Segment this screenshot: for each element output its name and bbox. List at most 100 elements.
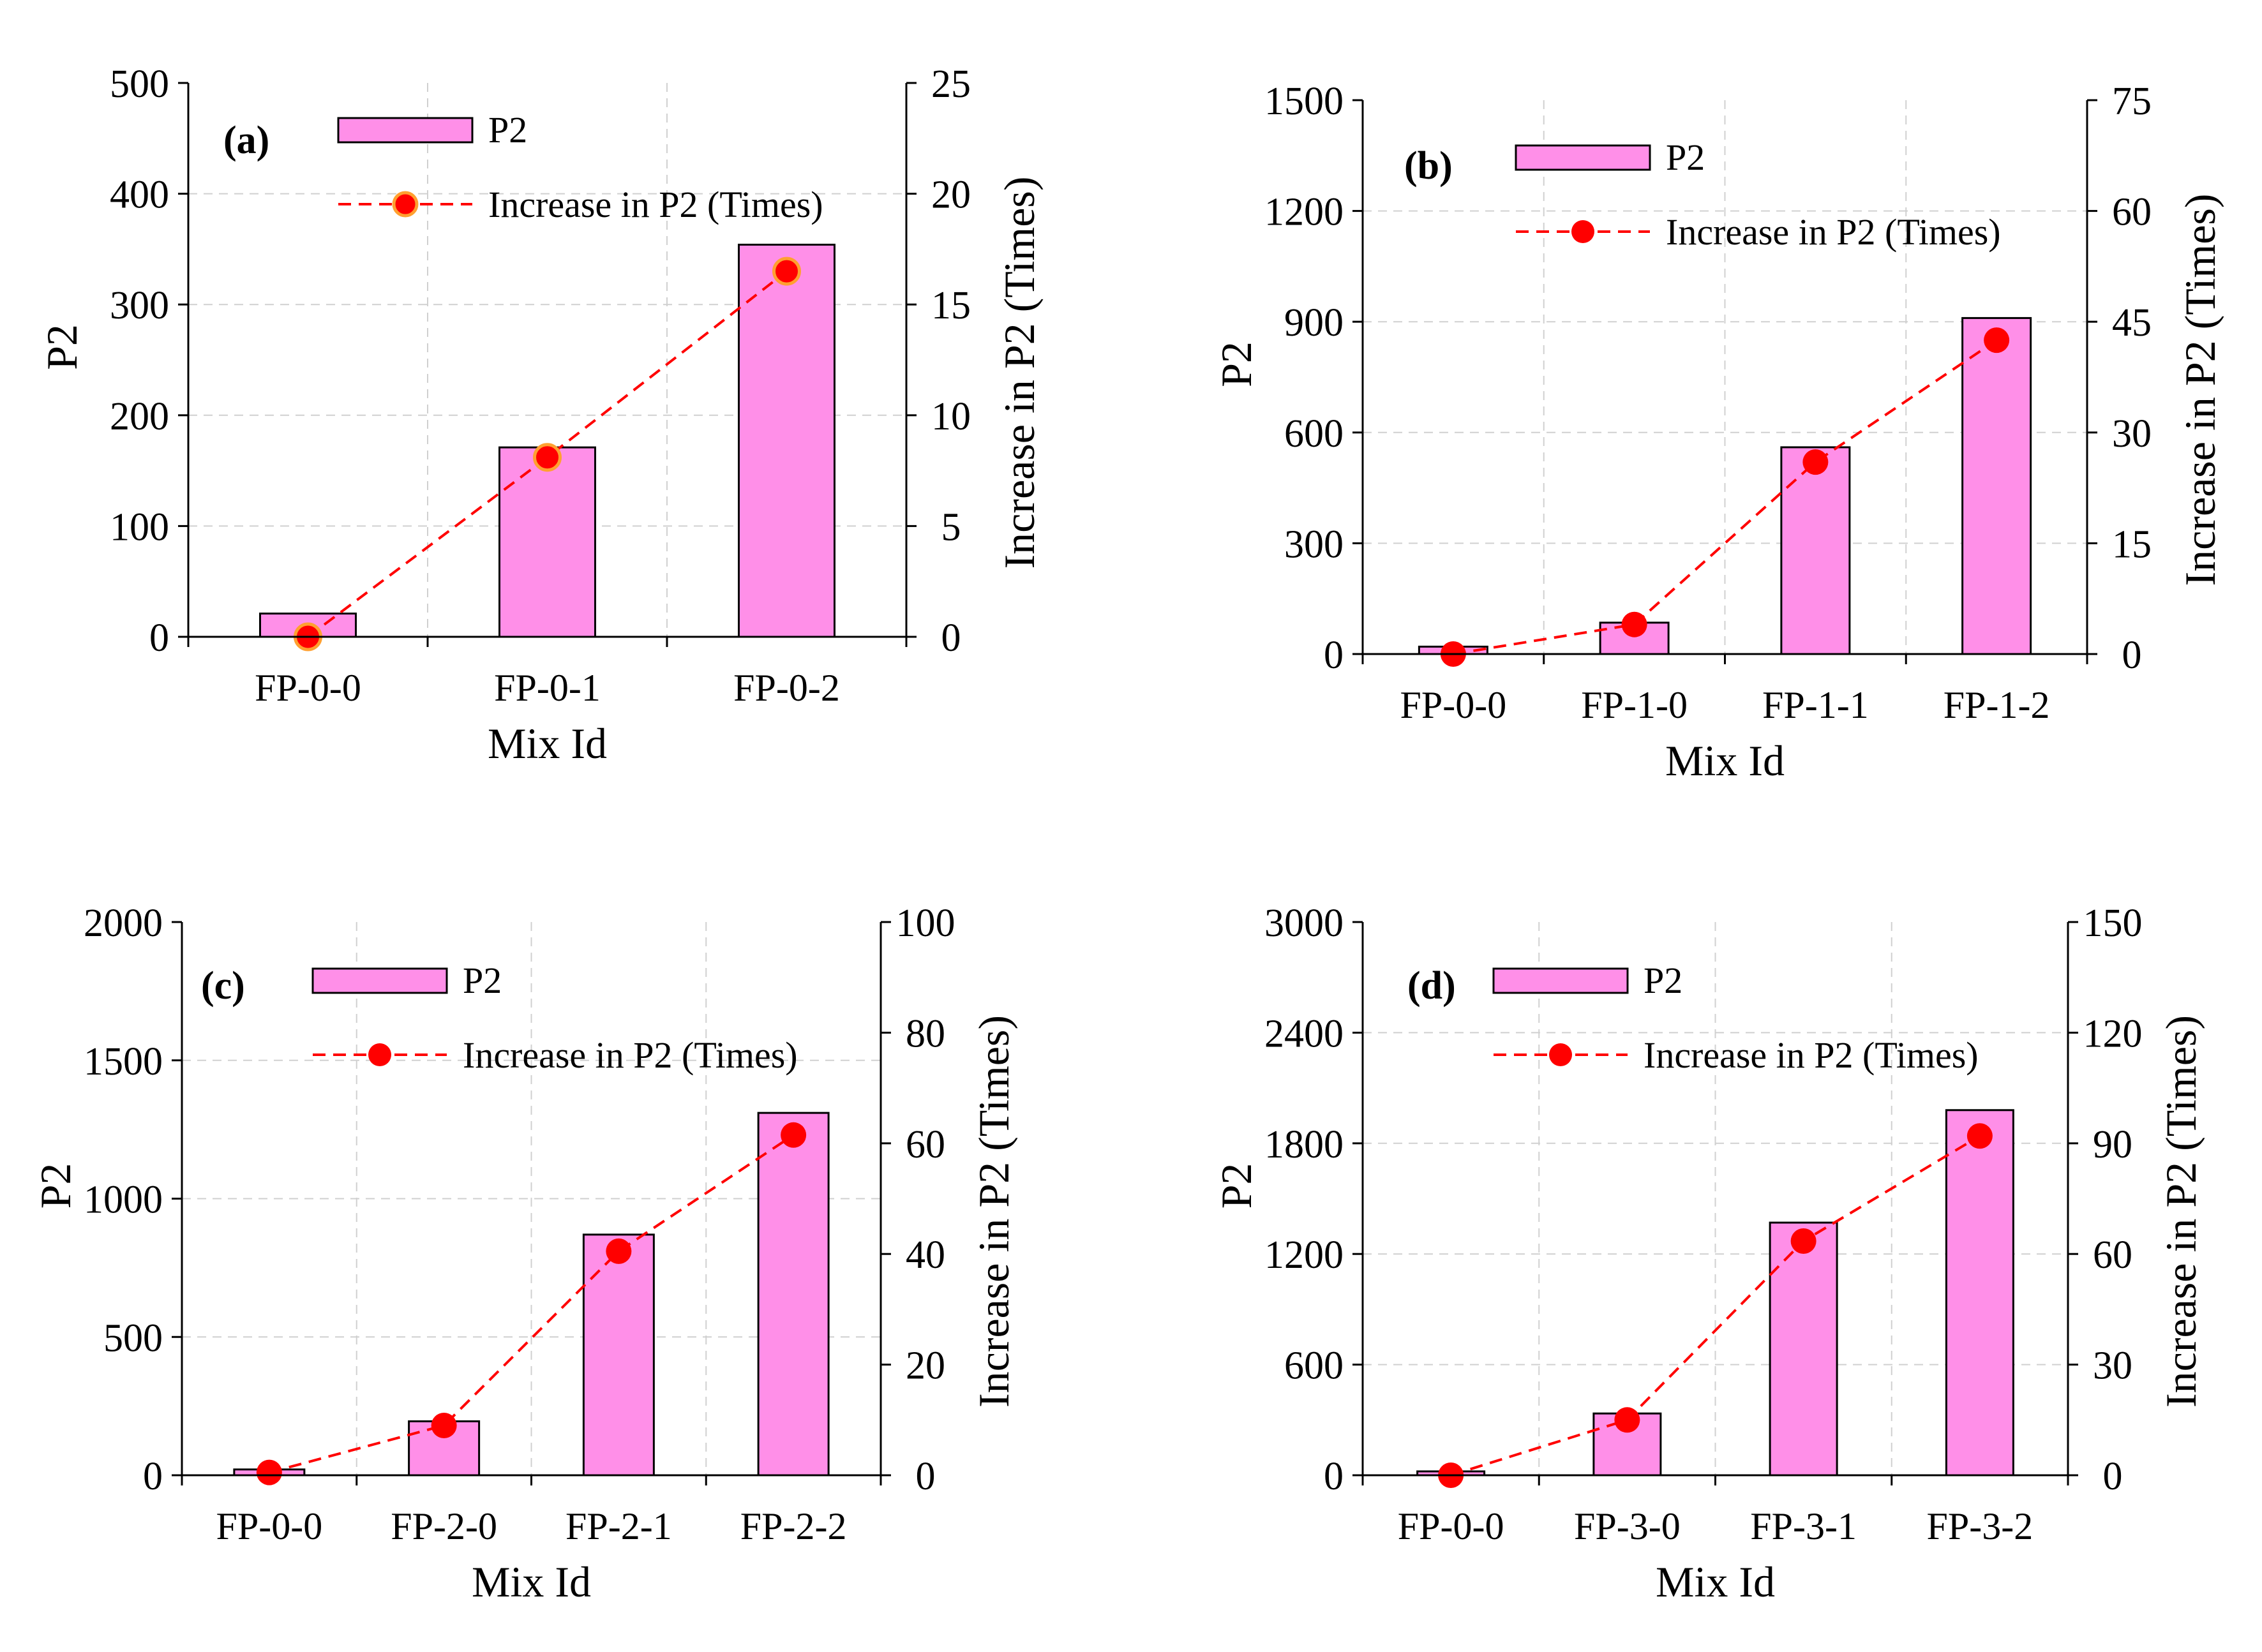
- y-tick-label: 200: [110, 395, 169, 438]
- y2-tick-label: 90: [2093, 1123, 2132, 1166]
- data-point: [1790, 1228, 1816, 1254]
- legend-bar-swatch: [311, 967, 448, 994]
- y-tick-label: 2400: [1264, 1012, 1344, 1055]
- legend-line-label: Increase in P2 (Times): [463, 1034, 798, 1076]
- x-tick-label: FP-1-0: [1581, 684, 1688, 726]
- panel-c: 0 500 1000 1500 2000 0 20 40 60 80 100 FP-0-0 FP-2-0…: [31, 902, 1018, 1606]
- data-point: [606, 1238, 632, 1264]
- y-tick-label: 400: [110, 174, 169, 217]
- legend-bar-label: P2: [488, 109, 527, 151]
- y-tick-label: 300: [110, 284, 169, 327]
- data-point: [1966, 1123, 1993, 1149]
- y-tick-label: 600: [1284, 1344, 1344, 1388]
- y-tick-label: 3000: [1264, 902, 1344, 945]
- y2-tick-label: 0: [2103, 1455, 2123, 1498]
- y-tick-label: 300: [1284, 523, 1344, 566]
- data-point: [256, 1459, 282, 1485]
- y-tick-label: 0: [1324, 634, 1344, 677]
- y-axis-title: P2: [31, 1163, 80, 1209]
- bar: [582, 1233, 655, 1477]
- y-tick-label: 0: [149, 616, 169, 660]
- y2-tick-label: 60: [2112, 191, 2152, 234]
- x-tick-label: FP-0-1: [494, 667, 601, 709]
- x-axis-title: Mix Id: [488, 719, 607, 768]
- bar: [738, 243, 835, 638]
- bar: [498, 446, 596, 638]
- y-tick-label: 900: [1284, 301, 1344, 345]
- bar: [1769, 1221, 1838, 1477]
- data-point: [1802, 449, 1829, 475]
- y2-tick-label: 100: [896, 902, 955, 945]
- legend-marker: [1549, 1043, 1572, 1066]
- panel-b: 0 300 600 900 1200 1500 0 15 30 45 60 75 FP-0-0 FP-1-…: [1212, 80, 2224, 785]
- bar: [757, 1112, 830, 1477]
- y-tick-label: 0: [1324, 1455, 1344, 1498]
- y-tick-label: 1200: [1264, 191, 1344, 234]
- y-tick-label: 500: [110, 63, 169, 106]
- y-axis-title: P2: [38, 324, 86, 370]
- y-tick-label: 500: [103, 1316, 163, 1360]
- panel-label: (a): [223, 119, 269, 162]
- y2-tick-label: 0: [916, 1455, 936, 1498]
- y2-axis-title: Increase in P2 (Times): [970, 1015, 1018, 1408]
- x-tick-label: FP-1-1: [1762, 684, 1869, 726]
- x-tick-label: FP-2-1: [566, 1505, 672, 1547]
- data-point: [1614, 1407, 1640, 1433]
- data-point: [781, 1122, 807, 1148]
- panel-label: (b): [1404, 144, 1453, 188]
- panel-a: 0 100 200 300 400 500 0 5 10 15 20 25 FP-0-0 FP-0-1 FP…: [38, 63, 1044, 768]
- legend-bar-swatch: [337, 117, 474, 144]
- legend-marker: [1571, 220, 1594, 243]
- y2-tick-label: 30: [2093, 1344, 2132, 1388]
- legend-marker: [368, 1043, 391, 1066]
- y2-tick-label: 45: [2112, 301, 2152, 345]
- y2-tick-label: 30: [2112, 412, 2152, 456]
- panel-label: (c): [201, 964, 245, 1008]
- x-tick-label: FP-0-0: [1398, 1505, 1504, 1547]
- x-tick-label: FP-0-0: [216, 1505, 323, 1547]
- data-point: [772, 257, 801, 286]
- x-tick-label: FP-0-0: [255, 667, 361, 709]
- y2-axis-title: Increase in P2 (Times): [2176, 193, 2224, 586]
- x-tick-label: FP-0-0: [1400, 684, 1507, 726]
- series-line: [1450, 1135, 1981, 1477]
- bar: [1961, 316, 2032, 655]
- x-tick-label: FP-0-2: [733, 667, 840, 709]
- y2-tick-label: 0: [941, 616, 961, 660]
- legend-bar-swatch: [1515, 144, 1651, 171]
- x-tick-label: FP-3-0: [1574, 1505, 1681, 1547]
- x-axis-title: Mix Id: [472, 1558, 591, 1606]
- bar: [1945, 1109, 2014, 1477]
- y-tick-label: 1500: [1264, 80, 1344, 123]
- y2-tick-label: 40: [906, 1233, 945, 1277]
- y2-axis-title: Increase in P2 (Times): [2157, 1015, 2205, 1408]
- y2-tick-label: 20: [906, 1344, 945, 1388]
- y-tick-label: 2000: [84, 902, 163, 945]
- panel-label: (d): [1407, 964, 1456, 1008]
- bar: [1780, 446, 1851, 655]
- legend-bar-label: P2: [1666, 137, 1705, 178]
- y-tick-label: 100: [110, 505, 169, 549]
- x-tick-label: FP-1-2: [1944, 684, 2050, 726]
- y-tick-label: 1800: [1264, 1123, 1344, 1166]
- y-tick-label: 1500: [84, 1040, 163, 1083]
- y2-tick-label: 0: [2122, 634, 2142, 677]
- y-tick-label: 1000: [84, 1179, 163, 1222]
- data-point: [1621, 611, 1647, 637]
- y2-tick-label: 15: [2112, 523, 2152, 566]
- y2-tick-label: 10: [931, 395, 971, 438]
- y2-tick-label: 5: [941, 505, 961, 549]
- y2-tick-label: 120: [2083, 1012, 2143, 1055]
- y2-tick-label: 15: [931, 284, 971, 327]
- y-tick-label: 1200: [1264, 1233, 1344, 1277]
- legend-line-label: Increase in P2 (Times): [1666, 211, 2001, 253]
- data-point: [533, 443, 562, 472]
- legend-bar-label: P2: [463, 960, 502, 1001]
- x-axis-title: Mix Id: [1656, 1558, 1775, 1606]
- y2-tick-label: 75: [2112, 80, 2152, 123]
- y-axis-title: P2: [1212, 1163, 1261, 1209]
- series-line: [1453, 339, 1998, 655]
- legend-marker: [392, 191, 419, 218]
- y-tick-label: 0: [143, 1455, 163, 1498]
